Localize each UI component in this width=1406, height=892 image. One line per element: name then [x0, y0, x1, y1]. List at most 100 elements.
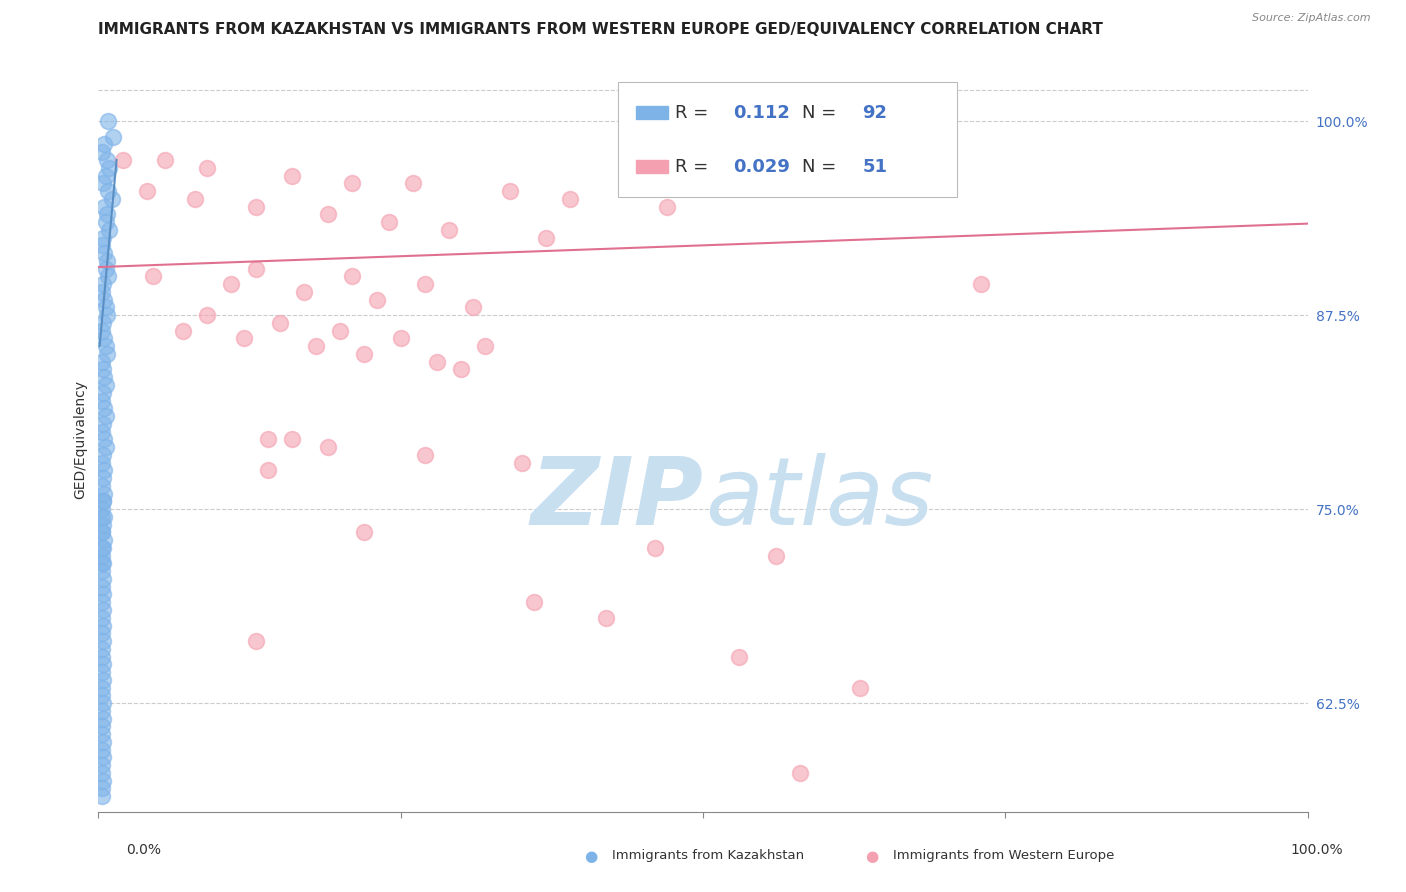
Point [426, 355, 449, 369]
Point [98, 223, 121, 237]
Point [94, 409, 117, 423]
Point [91, 641, 114, 656]
Point [93, 200, 115, 214]
Point [91, 316, 114, 330]
Point [91, 735, 114, 749]
Point [91, 456, 114, 470]
Point [595, 611, 617, 625]
Point [96, 308, 118, 322]
Point [91, 448, 114, 462]
Point [91, 580, 114, 594]
Text: N =: N = [803, 103, 842, 121]
Point [281, 169, 304, 183]
Point [849, 681, 872, 695]
Point [91, 673, 114, 687]
Text: Source: ZipAtlas.com: Source: ZipAtlas.com [1253, 13, 1371, 23]
Point [91, 145, 114, 160]
Point [558, 192, 581, 206]
Point [91, 689, 114, 703]
Point [96, 253, 118, 268]
Point [172, 324, 194, 338]
Point [316, 440, 339, 454]
Text: 100.0%: 100.0% [1291, 843, 1343, 857]
Text: R =: R = [675, 103, 714, 121]
Point [450, 362, 472, 376]
Point [91, 393, 114, 408]
FancyBboxPatch shape [637, 106, 668, 120]
Point [91, 649, 114, 664]
Point [93, 293, 115, 307]
Point [463, 301, 485, 315]
Point [498, 184, 520, 198]
Point [474, 339, 496, 353]
Point [91, 541, 114, 555]
Point [329, 324, 352, 338]
Point [91, 425, 114, 439]
Point [100, 192, 122, 206]
Point [93, 401, 115, 416]
Point [91, 285, 114, 299]
Point [97, 184, 120, 198]
Point [94, 440, 117, 454]
Text: Immigrants from Kazakhstan: Immigrants from Kazakhstan [612, 849, 804, 863]
Point [316, 207, 339, 221]
Point [94, 215, 117, 229]
Point [184, 192, 207, 206]
Point [789, 766, 811, 780]
Point [91, 557, 114, 571]
Point [111, 153, 134, 167]
Text: atlas: atlas [706, 453, 934, 544]
Point [91, 681, 114, 695]
Point [195, 161, 218, 175]
Point [97, 269, 120, 284]
Point [91, 517, 114, 532]
Point [728, 649, 751, 664]
Point [91, 230, 114, 244]
Point [91, 719, 114, 733]
Text: 0.0%: 0.0% [127, 843, 162, 857]
Point [413, 277, 436, 292]
Point [91, 417, 114, 431]
Point [93, 246, 115, 260]
Point [91, 525, 114, 540]
Point [91, 362, 114, 376]
Text: ZIP: ZIP [530, 453, 703, 545]
Point [91, 665, 114, 679]
Point [91, 603, 114, 617]
Point [366, 293, 388, 307]
Point [353, 347, 375, 361]
Point [91, 494, 114, 508]
Text: ●: ● [583, 849, 598, 864]
Point [91, 758, 114, 772]
Point [402, 176, 425, 190]
Point [93, 370, 115, 384]
Point [96, 207, 118, 221]
Point [91, 781, 114, 796]
Point [91, 494, 114, 508]
Point [91, 789, 114, 804]
Y-axis label: GED/Equivalency: GED/Equivalency [73, 380, 87, 499]
Point [135, 184, 157, 198]
Point [91, 727, 114, 741]
Point [96, 347, 118, 361]
Point [93, 486, 115, 500]
Point [91, 587, 114, 601]
Point [93, 463, 115, 477]
Point [91, 238, 114, 252]
Point [91, 766, 114, 780]
Point [94, 261, 117, 276]
Point [765, 549, 787, 563]
Point [91, 712, 114, 726]
Point [91, 595, 114, 609]
Point [91, 657, 114, 672]
Point [305, 339, 328, 353]
Text: 0.029: 0.029 [734, 158, 790, 176]
Text: Immigrants from Western Europe: Immigrants from Western Europe [893, 849, 1114, 863]
Point [523, 595, 546, 609]
Point [94, 301, 117, 315]
Point [232, 331, 254, 345]
Point [389, 331, 412, 345]
Point [91, 479, 114, 493]
Point [655, 200, 678, 214]
Text: R =: R = [675, 158, 714, 176]
